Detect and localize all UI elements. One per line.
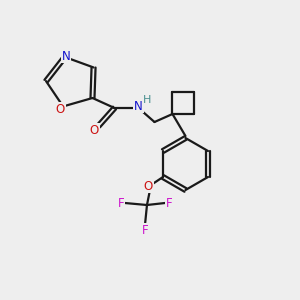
Text: O: O (143, 179, 153, 193)
Text: N: N (134, 100, 143, 112)
Text: O: O (56, 103, 65, 116)
Text: F: F (142, 224, 148, 236)
Text: H: H (143, 95, 152, 105)
Text: F: F (118, 196, 124, 209)
Text: F: F (166, 196, 172, 209)
Text: N: N (61, 50, 70, 62)
Text: O: O (90, 124, 99, 136)
